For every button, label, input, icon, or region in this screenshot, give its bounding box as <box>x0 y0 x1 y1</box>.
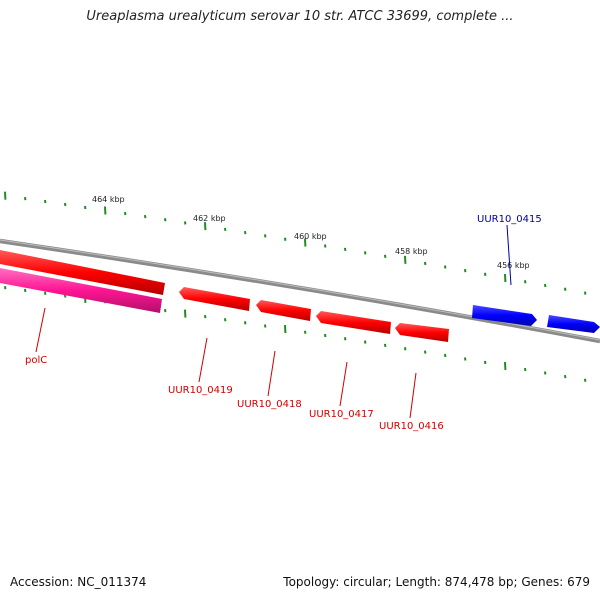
gene-label-polc[interactable]: polC <box>25 355 47 366</box>
gene-arrow-uur10-0418[interactable] <box>256 300 311 321</box>
gene-arrow-uur10-0417[interactable] <box>316 311 391 334</box>
scale-label: 462 kbp <box>193 214 226 223</box>
scale-label: 458 kbp <box>395 247 428 256</box>
gene-arrow-uur10-0415[interactable] <box>472 305 537 326</box>
scale-label: 460 kbp <box>294 232 327 241</box>
leader-line-uur10-0416 <box>409 372 417 419</box>
genome-backbone-highlight <box>0 239 600 341</box>
accession-text: Accession: NC_011374 <box>10 575 147 589</box>
genome-summary-text: Topology: circular; Length: 874,478 bp; … <box>283 575 590 589</box>
gene-arrow-forward[interactable] <box>547 315 600 333</box>
gene-label-uur10-0419[interactable]: UUR10_0419 <box>168 385 233 396</box>
gene-arrow-uur10-0416[interactable] <box>395 323 449 342</box>
gene-label-uur10-0415[interactable]: UUR10_0415 <box>477 214 542 225</box>
outer-tick-ring <box>4 191 587 295</box>
scale-label: 456 kbp <box>497 261 530 270</box>
gene-label-uur10-0418[interactable]: UUR10_0418 <box>237 399 302 410</box>
leader-line-polc <box>35 307 46 353</box>
genome-backbone <box>0 238 600 344</box>
scale-label: 464 kbp <box>92 195 125 204</box>
gene-arrow-reverse[interactable] <box>0 250 165 295</box>
leader-line-uur10-0417 <box>339 361 348 407</box>
inner-tick-ring <box>4 286 587 382</box>
map-title: Ureaplasma urealyticum serovar 10 str. A… <box>86 9 514 24</box>
gene-label-uur10-0416[interactable]: UUR10_0416 <box>379 421 444 432</box>
gene-arrow-uur10-0419[interactable] <box>179 287 250 311</box>
leader-line-uur10-0418 <box>267 350 276 397</box>
gene-arrow-polc[interactable] <box>0 268 162 313</box>
leader-line-uur10-0419 <box>198 337 208 383</box>
leader-line-uur10-0415 <box>506 224 512 286</box>
gene-label-uur10-0417[interactable]: UUR10_0417 <box>309 409 374 420</box>
